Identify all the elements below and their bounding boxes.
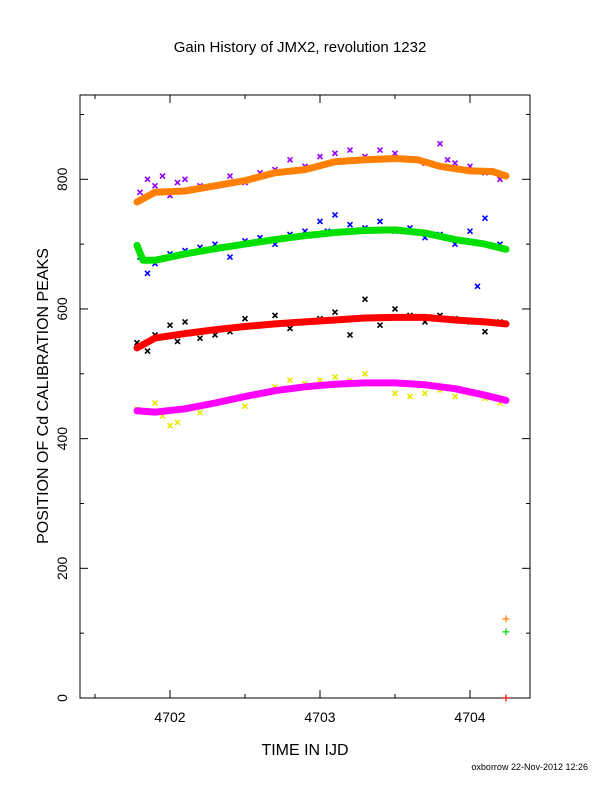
fit-curves <box>133 155 510 416</box>
scatter-point <box>286 156 294 163</box>
scatter-point <box>346 147 354 154</box>
scatter-point <box>451 393 459 400</box>
y-tick-label: 600 <box>54 297 70 321</box>
scatter-point <box>136 189 144 196</box>
fit-curve <box>133 226 510 264</box>
axes: 4702 4703 4704 0 200 400 600 800 <box>54 95 530 725</box>
scatter-point <box>316 153 324 160</box>
scatter-point <box>376 322 384 329</box>
scatter-point <box>421 390 429 397</box>
scatter-point <box>391 390 399 397</box>
scatter-point <box>444 156 451 163</box>
chart-title: Gain History of JMX2, revolution 1232 <box>174 39 427 56</box>
scatter-point <box>474 283 481 290</box>
outlier-point <box>502 628 510 636</box>
scatter-point <box>376 147 384 154</box>
y-tick-label: 400 <box>54 427 70 451</box>
scatter-point <box>376 218 384 225</box>
scatter-point <box>159 172 166 180</box>
scatter-point <box>391 150 399 157</box>
scatter-point <box>451 160 459 167</box>
scatter-point <box>181 318 189 326</box>
x-tick-label: 4702 <box>154 709 185 725</box>
fit-curve <box>133 379 510 416</box>
scatter-point <box>331 373 339 381</box>
scatter-point <box>226 172 234 180</box>
plot-frame <box>79 94 531 699</box>
scatter-point <box>174 338 181 345</box>
scatter-point <box>271 312 279 319</box>
scatter-point <box>286 325 294 332</box>
scatter-point <box>226 254 234 261</box>
credit-text: oxborrow 22-Nov-2012 12:26 <box>471 762 588 772</box>
scatter-point <box>196 335 204 342</box>
scatter-point <box>144 176 151 183</box>
scatter-point <box>196 409 204 416</box>
scatter-point <box>286 377 294 384</box>
scatter-point <box>436 140 444 147</box>
scatter-point <box>174 419 181 426</box>
scatter-point <box>346 221 354 228</box>
outlier-point <box>502 615 510 623</box>
scatter-point <box>166 322 174 329</box>
outlier-point <box>502 694 510 702</box>
fit-curve <box>133 313 510 352</box>
scatter-point <box>151 399 159 407</box>
scatter-point <box>316 218 324 225</box>
y-tick-label: 200 <box>54 556 70 580</box>
x-axis-label: TIME IN IJD <box>261 742 348 759</box>
fit-curve <box>133 155 510 206</box>
scatter-point <box>144 348 151 355</box>
scatter-point <box>166 422 174 429</box>
scatter-point <box>466 228 474 235</box>
scatter-point <box>181 176 189 183</box>
scatter-point <box>361 296 369 303</box>
scatter-point <box>151 182 159 189</box>
y-tick-label: 800 <box>54 167 70 191</box>
scatter-point <box>481 215 489 222</box>
scatter-point <box>331 309 339 316</box>
y-axis-label: POSITION OF Cd CALIBRATION PEAKS <box>35 248 52 544</box>
scatter-point <box>346 331 354 338</box>
scatter-point <box>331 211 339 219</box>
scatter-point <box>241 315 249 322</box>
x-tick-label: 4704 <box>454 709 485 725</box>
scatter-point <box>331 150 339 157</box>
y-tick-label: 0 <box>54 694 70 702</box>
scatter-point <box>361 370 369 377</box>
scatter-point <box>391 305 399 313</box>
scatter-point <box>481 328 489 335</box>
outlier-points <box>502 615 510 702</box>
scatter-point <box>406 393 414 400</box>
scatter-point <box>241 403 249 410</box>
x-tick-label: 4703 <box>304 709 335 725</box>
scatter-point <box>144 270 151 277</box>
scatter-point <box>174 179 181 186</box>
